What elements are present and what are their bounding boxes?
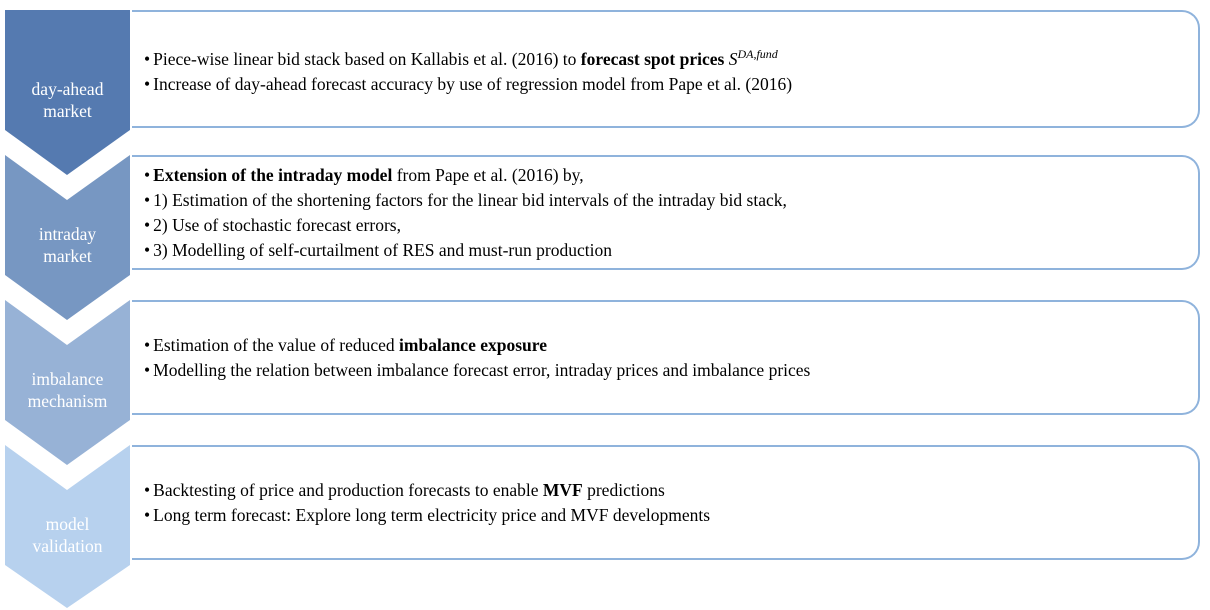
- stage-box: Backtesting of price and production fore…: [132, 445, 1200, 560]
- stage-label: day-ahead market: [5, 78, 130, 122]
- stage-label-line: intraday: [38, 224, 97, 244]
- text-run: forecast spot prices: [580, 48, 725, 69]
- bullet: 3) Modelling of self-curtailment of RES …: [144, 238, 1198, 263]
- chevron: [5, 445, 130, 608]
- bullet: 2) Use of stochastic forecast errors,: [144, 213, 1198, 238]
- text-run: Increase of day-ahead forecast accuracy …: [153, 73, 793, 94]
- text-run: imbalance exposure: [399, 334, 547, 355]
- stage-label: intraday market: [5, 223, 130, 267]
- stage-label-line: imbalance: [31, 369, 104, 389]
- stage-label-line: day-ahead: [31, 79, 104, 99]
- bullet: Extension of the intraday model from Pap…: [144, 163, 1198, 188]
- text-run: Modelling the relation between imbalance…: [153, 359, 811, 380]
- text-run: 2) Use of stochastic forecast errors,: [153, 214, 401, 235]
- stage-label-line: market: [43, 246, 92, 266]
- text-run: Long term forecast: Explore long term el…: [153, 504, 711, 525]
- stage-label-line: validation: [32, 536, 103, 556]
- stage-box: Estimation of the value of reduced imbal…: [132, 300, 1200, 415]
- stage-box: Piece-wise linear bid stack based on Kal…: [132, 10, 1200, 128]
- stage-label-line: market: [43, 101, 92, 121]
- text-run: DA,fund: [737, 46, 778, 61]
- bullet: Backtesting of price and production fore…: [144, 478, 1198, 503]
- text-run: Piece-wise linear bid stack based on Kal…: [153, 48, 581, 69]
- stage-box: Extension of the intraday model from Pap…: [132, 155, 1200, 270]
- chevron: [5, 155, 130, 320]
- text-run: S: [724, 48, 738, 69]
- text-run: 3) Modelling of self-curtailment of RES …: [153, 239, 612, 260]
- bullet: Estimation of the value of reduced imbal…: [144, 333, 1198, 358]
- bullet: Modelling the relation between imbalance…: [144, 358, 1198, 383]
- stage-label: model validation: [5, 513, 130, 557]
- text-run: Extension of the intraday model: [153, 164, 393, 185]
- text-run: MVF: [542, 479, 583, 500]
- text-run: from Pape et al. (2016) by,: [392, 164, 584, 185]
- bullet: Piece-wise linear bid stack based on Kal…: [144, 42, 1198, 72]
- stage-label-line: model: [45, 514, 90, 534]
- text-run: Backtesting of price and production fore…: [153, 479, 543, 500]
- chevron: [5, 10, 130, 175]
- text-run: predictions: [582, 479, 665, 500]
- bullet: Long term forecast: Explore long term el…: [144, 503, 1198, 528]
- chevron: [5, 300, 130, 465]
- stage-label: imbalance mechanism: [5, 368, 130, 412]
- bullet: 1) Estimation of the shortening factors …: [144, 188, 1198, 213]
- stage-label-line: mechanism: [27, 391, 108, 411]
- bullet: Increase of day-ahead forecast accuracy …: [144, 72, 1198, 97]
- text-run: Estimation of the value of reduced: [153, 334, 400, 355]
- text-run: 1) Estimation of the shortening factors …: [153, 189, 787, 210]
